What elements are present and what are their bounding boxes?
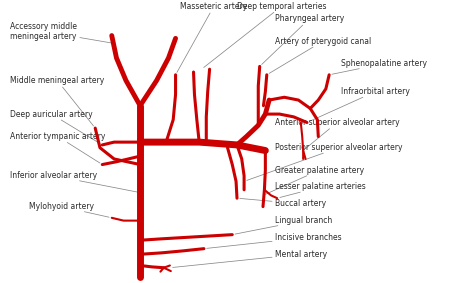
Text: Deep auricular artery: Deep auricular artery [10,110,100,143]
Text: Accessory middle
meningeal artery: Accessory middle meningeal artery [10,22,115,44]
Text: Artery of pterygoid canal: Artery of pterygoid canal [269,37,371,73]
Text: Deep temporal arteries: Deep temporal arteries [204,2,327,68]
Text: Anterior superior alveolar artery: Anterior superior alveolar artery [275,118,400,149]
Text: Lingual branch: Lingual branch [235,216,332,234]
Text: Masseteric artery: Masseteric artery [177,2,247,72]
Text: Inferior alveolar artery: Inferior alveolar artery [10,171,137,192]
Text: Mylohyoid artery: Mylohyoid artery [29,202,109,217]
Text: Mental artery: Mental artery [173,250,327,267]
Text: Buccal artery: Buccal artery [240,198,326,208]
Text: Infraorbital artery: Infraorbital artery [310,87,410,121]
Text: Lesser palatine arteries: Lesser palatine arteries [275,183,365,198]
Text: Posterior superior alveolar artery: Posterior superior alveolar artery [246,143,402,181]
Text: Sphenopalatine artery: Sphenopalatine artery [332,59,427,74]
Text: Incisive branches: Incisive branches [207,233,341,248]
Text: Greater palatine artery: Greater palatine artery [265,166,364,194]
Text: Anterior tympanic artery: Anterior tympanic artery [10,132,106,163]
Text: Middle meningeal artery: Middle meningeal artery [10,76,104,126]
Text: Pharyngeal artery: Pharyngeal artery [262,14,344,65]
